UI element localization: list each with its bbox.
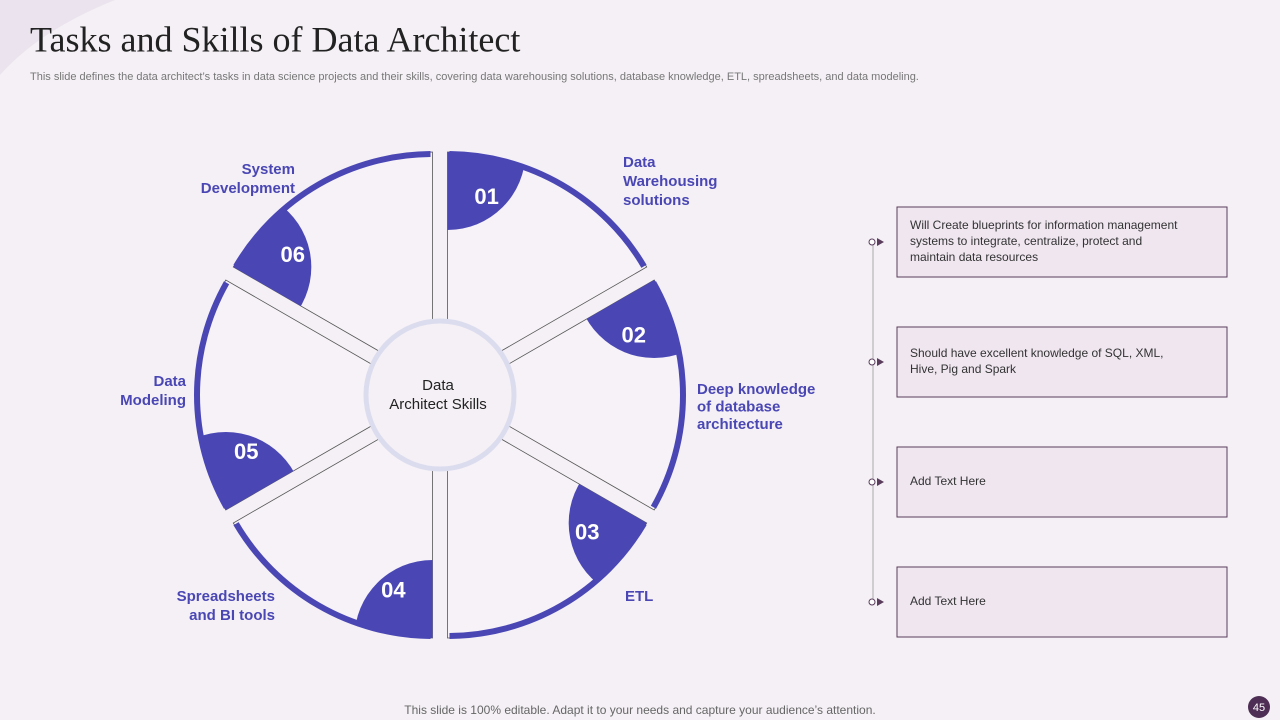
box-text-line: systems to integrate, centralize, protec…	[910, 234, 1142, 248]
segment-label-line: and BI tools	[189, 607, 275, 624]
segment-label: Data Modeling	[120, 373, 186, 409]
box-text: Should have excellent knowledge of SQL, …	[910, 346, 1164, 376]
center-label-line: Data	[422, 377, 454, 394]
text-box	[896, 326, 1228, 398]
segment-rim	[233, 522, 431, 639]
segment-rim	[449, 522, 647, 639]
footer: This slide is 100% editable. Adapt it to…	[404, 703, 875, 717]
text-box	[896, 206, 1228, 278]
box-text-line: Should have excellent knowledge of SQL, …	[910, 346, 1164, 360]
segment-label-line: Development	[201, 180, 295, 197]
timeline-arrow	[877, 598, 884, 606]
segment-label-line: of database	[697, 398, 780, 415]
subtitle: This slide defines the data architect’s …	[30, 71, 919, 83]
boxes: Will Create blueprints for information m…	[868, 206, 1228, 638]
center-label: Data Architect Skills	[389, 377, 487, 413]
box-text: Add Text Here	[910, 594, 986, 608]
segment-number: 01	[474, 184, 498, 209]
center-label-line: Architect Skills	[389, 396, 487, 413]
timeline-dot	[868, 238, 876, 246]
segment-label-line: Deep knowledge	[697, 381, 815, 398]
segment-label-line: architecture	[697, 416, 783, 433]
title: Tasks and Skills of Data Architect	[30, 19, 520, 59]
segment-label: Data Warehousing solutions	[623, 154, 717, 209]
segment-number: 06	[281, 242, 305, 267]
timeline-arrow	[877, 358, 884, 366]
segment-number: 04	[381, 578, 406, 603]
segment-badge	[354, 559, 433, 638]
box-text-line: Will Create blueprints for information m…	[910, 218, 1178, 232]
page-badge	[1248, 696, 1270, 718]
segment-badge	[447, 152, 526, 231]
segment-badge	[194, 432, 304, 510]
segment-label-line: Modeling	[120, 392, 186, 409]
segment-label-line: Data	[623, 154, 656, 171]
segment-number: 02	[622, 323, 646, 348]
segment-rim	[194, 281, 230, 509]
timeline-arrow	[877, 238, 884, 246]
wheel: 01 Data Warehousing solutions 02 Deep knowled…	[120, 151, 815, 639]
segment-number: 03	[575, 520, 599, 545]
box-text: Add Text Here	[910, 474, 986, 488]
segment-label: System Development	[201, 161, 295, 197]
box-text: Will Create blueprints for information m…	[910, 218, 1178, 264]
segment-rim	[650, 281, 686, 509]
segment-label-line: Data	[153, 373, 186, 390]
box-text-line: Add Text Here	[910, 474, 986, 488]
timeline-arrow	[877, 478, 884, 486]
text-box	[896, 566, 1228, 638]
box-text-line: Add Text Here	[910, 594, 986, 608]
timeline-dot	[868, 358, 876, 366]
segment-rim	[449, 151, 647, 268]
segment-rim	[233, 151, 431, 268]
segment-label-line: solutions	[623, 192, 690, 209]
segment-label: ETL	[625, 588, 653, 605]
text-box	[896, 446, 1228, 518]
segment-label-line: Warehousing	[623, 173, 717, 190]
segment-number: 05	[234, 439, 258, 464]
segment-badge	[576, 280, 686, 358]
segment-label-line: ETL	[625, 588, 653, 605]
corner-decoration	[0, 0, 115, 75]
timeline-dot	[868, 598, 876, 606]
segment-label: Spreadsheets and BI tools	[177, 588, 275, 624]
page-number: 45	[1253, 702, 1265, 714]
timeline-dot	[868, 478, 876, 486]
center-circle	[363, 318, 517, 472]
box-text-line: maintain data resources	[910, 250, 1038, 264]
segment-label: Deep knowledge of database architecture	[697, 381, 815, 433]
segment-label-line: System	[242, 161, 295, 178]
box-text-line: Hive, Pig and Spark	[910, 362, 1017, 376]
segment-label-line: Spreadsheets	[177, 588, 275, 605]
